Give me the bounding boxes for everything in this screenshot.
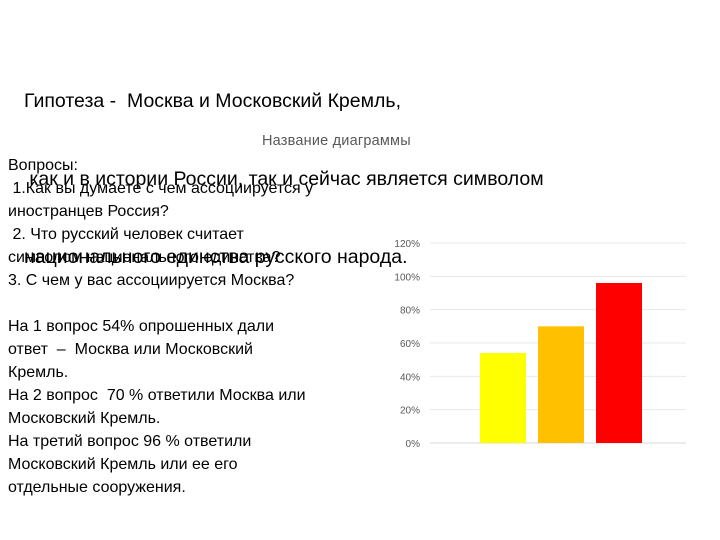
answer-line: Московский Кремль. bbox=[8, 410, 161, 427]
y-tick-label: 60% bbox=[400, 339, 420, 350]
bar-chart: 0% 20% 40% 60% 80% 100% 120% bbox=[394, 239, 686, 450]
hypothesis-line: Гипотеза - Москва и Московский Кремль, bbox=[24, 90, 401, 112]
hypothesis-text: Гипотеза - Москва и Московский Кремль, к… bbox=[24, 36, 694, 322]
question-line: иностранцев Россия? bbox=[8, 203, 169, 220]
question-line: 1.Как вы думаете с чем ассоциируется у bbox=[8, 180, 314, 197]
hypothesis-line: как и в истории России, так и сейчас явл… bbox=[24, 168, 544, 190]
question-line: 3. С чем у вас ассоциируется Москва? bbox=[8, 272, 295, 289]
y-tick-label: 40% bbox=[400, 372, 420, 383]
questions-answers-text: Вопросы: 1.Как вы думаете с чем ассоциир… bbox=[8, 154, 400, 499]
y-tick-label: 0% bbox=[406, 439, 421, 450]
question-line: 2. Что русский человек считает bbox=[8, 226, 244, 243]
y-tick-label: 20% bbox=[400, 406, 420, 417]
y-tick-label: 100% bbox=[394, 272, 420, 283]
chart-y-tick-labels: 0% 20% 40% 60% 80% 100% 120% bbox=[394, 239, 420, 450]
questions-heading: Вопросы: bbox=[8, 157, 78, 174]
chart-bar bbox=[596, 283, 642, 443]
answer-line: На 2 вопрос 70 % ответили Москва или bbox=[8, 387, 306, 404]
answer-line: Кремль. bbox=[8, 364, 69, 381]
answer-line: ответ – Москва или Московский bbox=[8, 341, 253, 358]
answer-line: Московский Кремль или ее его bbox=[8, 456, 238, 473]
chart-bar bbox=[480, 353, 526, 443]
answer-line: На 1 вопрос 54% опрошенных дали bbox=[8, 318, 275, 335]
chart-title: Название диаграммы bbox=[262, 133, 411, 149]
y-tick-label: 120% bbox=[394, 239, 420, 250]
chart-bars bbox=[480, 283, 642, 443]
chart-bar bbox=[538, 326, 584, 443]
answer-line: отдельные сооружения. bbox=[8, 479, 186, 496]
question-line: символом национального единства? bbox=[8, 249, 281, 266]
spacer bbox=[8, 292, 400, 315]
y-tick-label: 80% bbox=[400, 306, 420, 317]
answer-line: На третий вопрос 96 % ответили bbox=[8, 433, 252, 450]
hypothesis-line: национального единства русского народа. bbox=[24, 246, 408, 268]
